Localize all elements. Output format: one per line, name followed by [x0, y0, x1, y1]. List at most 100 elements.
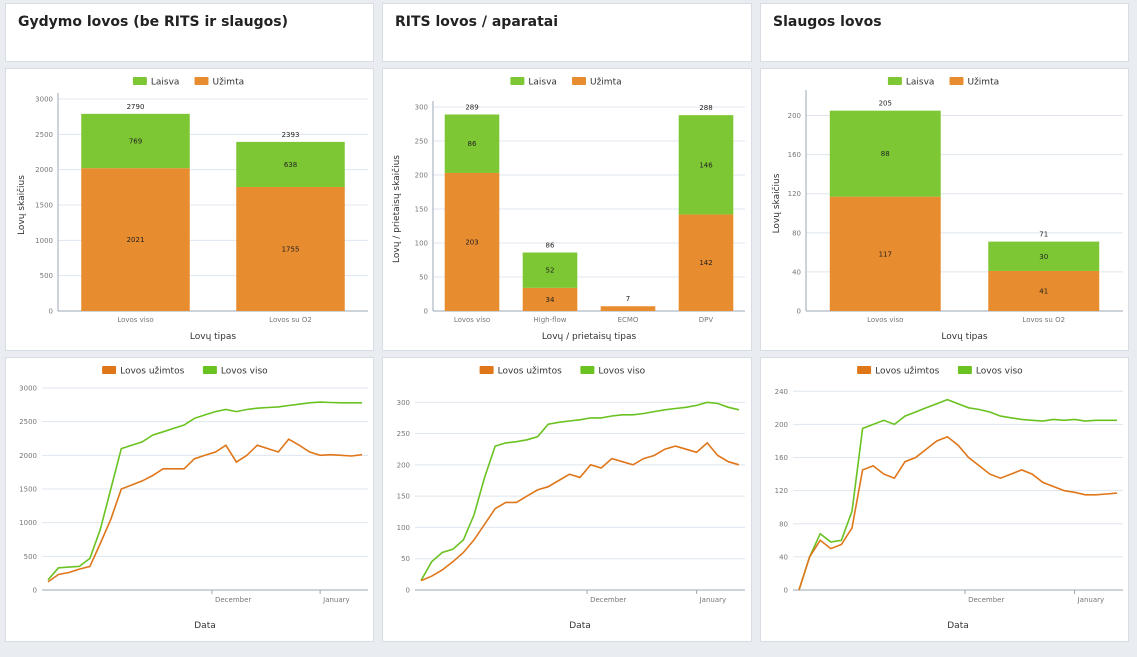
legend-label: Lovos viso: [976, 367, 1023, 377]
chart-panel-general-beds: 0 500 1000 1500 2000 2500 3000 2021 769 2790 Lovos…: [5, 68, 374, 351]
legend-swatch: [202, 366, 217, 374]
x-tick-label: High-flow: [533, 316, 566, 324]
legend-label: Lovos užimtos: [120, 367, 184, 377]
x-axis-label: Data: [947, 621, 969, 631]
header-panel-nursing: Slaugos lovos: [760, 3, 1129, 62]
bar-occupied: [988, 270, 1100, 311]
series-line-occupied: [47, 438, 363, 583]
y-tick-label: 240: [775, 388, 788, 396]
x-tick-label: January: [322, 596, 350, 604]
series-line-occupied: [798, 435, 1118, 591]
y-tick-label: 150: [397, 493, 410, 501]
y-tick-label: 160: [775, 454, 788, 462]
legend-swatch: [102, 366, 117, 374]
bar-occupied: [522, 287, 578, 311]
y-tick-label: 3000: [19, 385, 37, 393]
x-tick-label: Lovos viso: [117, 316, 153, 324]
bar-total-label: 289: [465, 103, 478, 111]
y-tick-label: 50: [419, 274, 428, 282]
line-chart-general-trend: 0 500 1000 1500 2000 2500 3000 December January D…: [19, 366, 368, 631]
x-tick-label: Lovos viso: [867, 316, 903, 324]
x-axis-label: Lovų tipas: [190, 332, 237, 342]
header-panel-general: Gydymo lovos (be RITS ir slaugos): [5, 3, 374, 62]
bar-label-free: 52: [546, 267, 555, 275]
chart-panel-icu-trend: 0 50 100 150 200 250 300 December January Data Lov…: [382, 357, 752, 642]
panel-title: Slaugos lovos: [773, 14, 882, 30]
bar-label-occupied: 117: [879, 250, 892, 258]
series-line-occupied: [420, 441, 740, 582]
legend-swatch: [949, 77, 964, 85]
y-tick-label: 120: [788, 190, 801, 198]
bar-total-label: 288: [699, 104, 712, 112]
chart-panel-nursing-trend: 0 40 80 120 160 200 240 December January Data Lovo…: [760, 357, 1129, 642]
bar-label-free: 146: [699, 161, 713, 169]
legend-swatch: [580, 366, 595, 374]
bar-chart-nursing-beds: 0 40 80 120 160 200 117 88 205 Lovos viso 41 30 71 Lo…: [771, 77, 1123, 342]
bar-label-free: 86: [468, 140, 477, 148]
legend-label: Laisva: [906, 78, 935, 88]
legend-swatch: [510, 77, 525, 85]
bar-label-occupied: 41: [1039, 287, 1048, 295]
y-tick-label: 2000: [35, 166, 53, 174]
y-tick-label: 80: [792, 229, 801, 237]
bar-free: [236, 141, 345, 187]
legend-swatch: [479, 366, 494, 374]
y-tick-label: 100: [397, 524, 410, 532]
line-chart-icu-trend: 0 50 100 150 200 250 300 December January Data Lov…: [397, 366, 745, 631]
legend-swatch: [887, 77, 902, 85]
y-tick-label: 2000: [19, 452, 37, 460]
y-axis-label: Lovų / prietaisų skaičius: [391, 155, 402, 263]
x-tick-label: Lovos viso: [454, 316, 490, 324]
bar-total-label: 7: [626, 295, 630, 303]
legend-label: Laisva: [151, 78, 180, 88]
bar-label-occupied: 203: [465, 238, 478, 246]
bar-occupied: [236, 186, 345, 311]
y-tick-label: 1500: [19, 486, 37, 494]
bar-total-label: 86: [546, 242, 555, 250]
bar-label-occupied: 2021: [127, 236, 145, 244]
x-axis-label: Lovų / prietaisų tipas: [542, 332, 637, 342]
y-tick-label: 1000: [35, 237, 53, 245]
series-line-total: [420, 401, 740, 581]
y-tick-label: 0: [49, 308, 53, 316]
y-tick-label: 1500: [35, 202, 53, 210]
y-tick-label: 200: [788, 112, 801, 120]
legend-swatch: [194, 77, 209, 85]
bar-occupied: [600, 306, 656, 311]
bar-free: [988, 241, 1100, 271]
x-axis-label: Data: [569, 621, 591, 631]
legend-label: Lovos užimtos: [875, 367, 939, 377]
y-tick-label: 0: [784, 587, 788, 595]
x-tick-label: Lovos su O2: [1022, 316, 1065, 324]
y-tick-label: 100: [415, 240, 428, 248]
y-tick-label: 500: [24, 553, 37, 561]
legend-label: Lovos viso: [221, 367, 268, 377]
bar-total-label: 2393: [282, 131, 300, 139]
series-line-total: [798, 398, 1117, 591]
x-tick-label: December: [215, 596, 251, 604]
bar-label-free: 30: [1039, 253, 1048, 261]
chart-panel-nursing-beds: 0 40 80 120 160 200 117 88 205 Lovos viso 41 30 71 Lo…: [760, 68, 1129, 351]
bar-label-free: 88: [881, 150, 890, 158]
y-tick-label: 0: [33, 587, 37, 595]
bar-total-label: 71: [1039, 231, 1048, 239]
y-tick-label: 250: [415, 138, 428, 146]
x-axis-label: Data: [194, 621, 216, 631]
bar-occupied: [678, 214, 734, 311]
y-tick-label: 500: [40, 272, 53, 280]
bar-total-label: 2790: [127, 103, 145, 111]
bar-label-free: 769: [129, 138, 142, 146]
y-tick-label: 0: [424, 308, 428, 316]
y-axis-label: Lovų skaičius: [16, 175, 27, 235]
bar-occupied: [81, 168, 190, 311]
y-tick-label: 40: [792, 268, 801, 276]
panel-title: Gydymo lovos (be RITS ir slaugos): [18, 14, 288, 30]
legend-label: Lovos užimtos: [498, 367, 562, 377]
x-tick-label: December: [968, 596, 1004, 604]
bar-label-occupied: 34: [546, 296, 555, 304]
line-chart-nursing-trend: 0 40 80 120 160 200 240 December January Data Lovo…: [775, 366, 1123, 631]
y-tick-label: 80: [779, 520, 788, 528]
x-tick-label: December: [590, 596, 626, 604]
bar-occupied: [829, 196, 941, 311]
y-tick-label: 120: [775, 487, 788, 495]
